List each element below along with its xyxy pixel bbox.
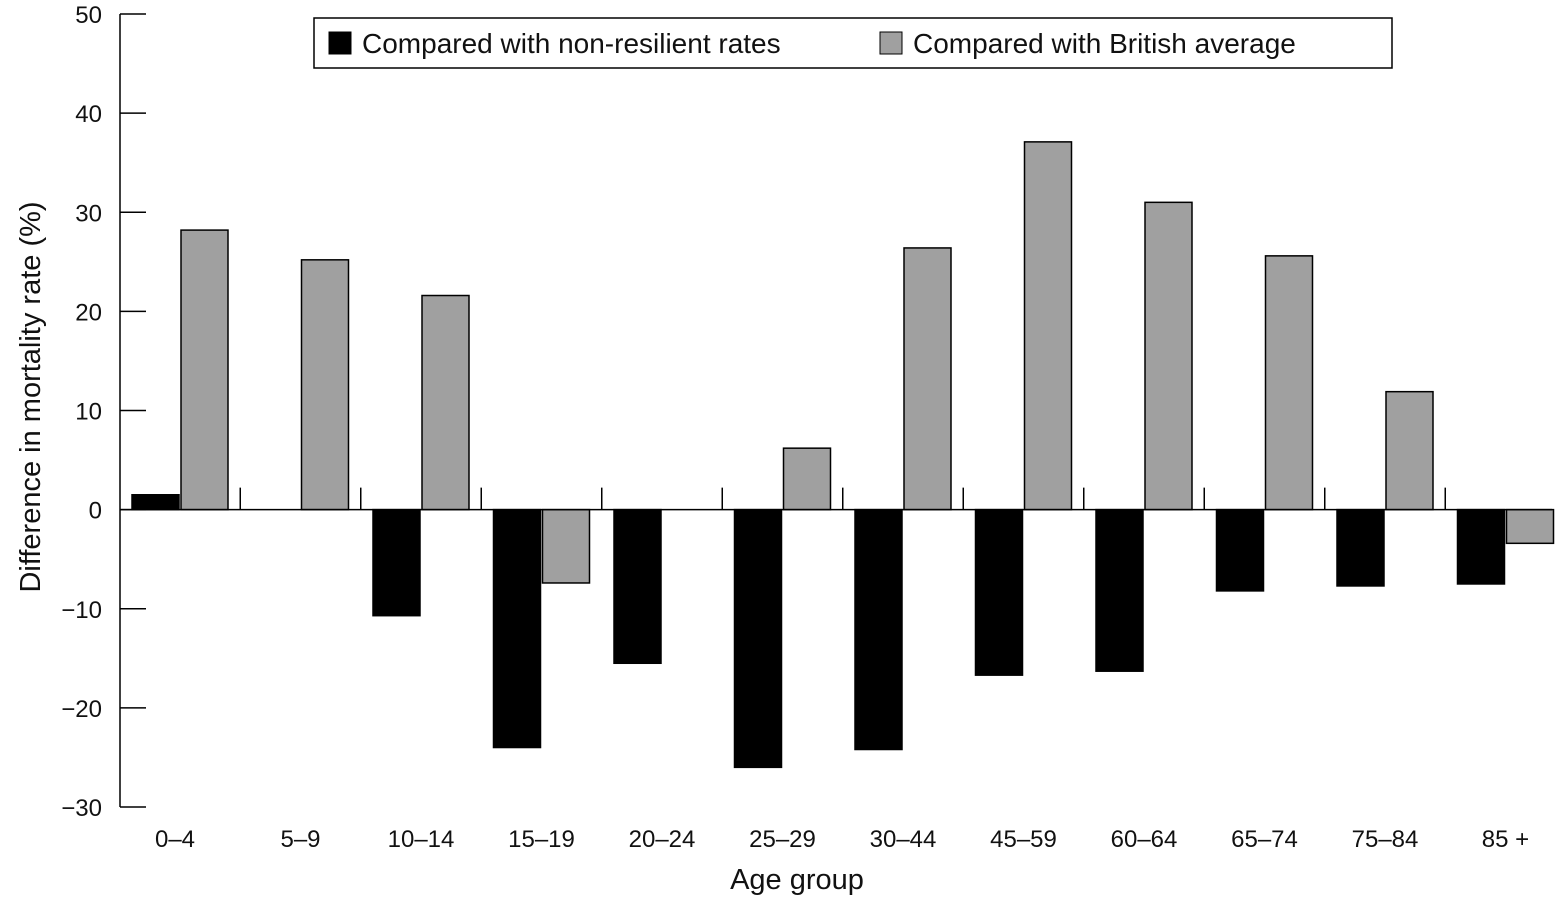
bar-non-resilient-6 <box>854 508 903 751</box>
bar-non-resilient-2 <box>372 508 421 617</box>
bar-british-average-0 <box>180 229 229 511</box>
y-tick-label: −10 <box>61 597 102 624</box>
y-tick-label: 0 <box>89 498 102 525</box>
x-axis-title: Age group <box>730 864 864 896</box>
legend: Compared with non-resilient rates Compar… <box>313 17 1393 69</box>
bar-non-resilient-8 <box>1095 508 1144 672</box>
x-tick-labels: 0–4 5–9 10–14 15–19 20–24 25–29 30–44 45–59 60–6… <box>155 826 1529 853</box>
bar-british-average-5 <box>782 447 832 511</box>
bar-british-average-8 <box>1144 201 1193 511</box>
y-axis: 50 40 30 20 10 0 −10 −20 −30 <box>61 2 146 822</box>
y-tick-label: 20 <box>75 299 102 326</box>
y-tick-label: −20 <box>61 696 102 723</box>
x-tick-label: 15–19 <box>508 826 575 853</box>
bar-non-resilient-10 <box>1336 508 1385 587</box>
bar-british-average-7 <box>1023 141 1073 511</box>
y-axis-title: Difference in mortality rate (%) <box>15 201 47 592</box>
legend-box <box>313 17 1393 69</box>
bar-british-average-2 <box>421 294 470 511</box>
x-tick-label: 20–24 <box>629 826 696 853</box>
legend-swatch-non-resilient <box>328 31 352 55</box>
x-tick-label: 60–64 <box>1111 826 1178 853</box>
x-tick-label: 0–4 <box>155 826 195 853</box>
bar-non-resilient-11 <box>1456 508 1506 585</box>
legend-label-non-resilient: Compared with non-resilient rates <box>362 28 781 59</box>
bar-british-average-1 <box>300 259 350 511</box>
legend-swatch-british-average <box>879 31 903 55</box>
x-axis-separators <box>239 487 1446 510</box>
x-tick-label: 5–9 <box>280 826 320 853</box>
x-tick-label: 30–44 <box>870 826 937 853</box>
y-tick-label: 10 <box>75 399 102 426</box>
bar-british-average-11 <box>1505 508 1555 545</box>
bar-british-average-6 <box>903 247 952 511</box>
bar-non-resilient-9 <box>1215 508 1265 592</box>
bar-non-resilient-7 <box>974 508 1024 676</box>
bar-non-resilient-5 <box>733 508 783 769</box>
x-tick-label: 25–29 <box>749 826 816 853</box>
bar-non-resilient-4 <box>613 508 662 665</box>
x-tick-label: 85 + <box>1482 826 1529 853</box>
y-tick-label: 50 <box>75 2 102 29</box>
x-tick-label: 10–14 <box>388 826 455 853</box>
bar-british-average-10 <box>1385 390 1434 511</box>
y-tick-label: 30 <box>75 200 102 227</box>
bar-non-resilient-3 <box>492 508 542 749</box>
bar-british-average-9 <box>1264 255 1314 511</box>
y-tick-label: 40 <box>75 101 102 128</box>
x-tick-label: 45–59 <box>990 826 1057 853</box>
bar-british-average-3 <box>541 508 591 584</box>
bar-non-resilient-0 <box>131 494 180 511</box>
x-tick-label: 75–84 <box>1352 826 1419 853</box>
bars <box>131 141 1555 769</box>
legend-label-british-average: Compared with British average <box>913 28 1296 59</box>
x-tick-label: 65–74 <box>1231 826 1298 853</box>
y-tick-label: −30 <box>61 795 102 822</box>
